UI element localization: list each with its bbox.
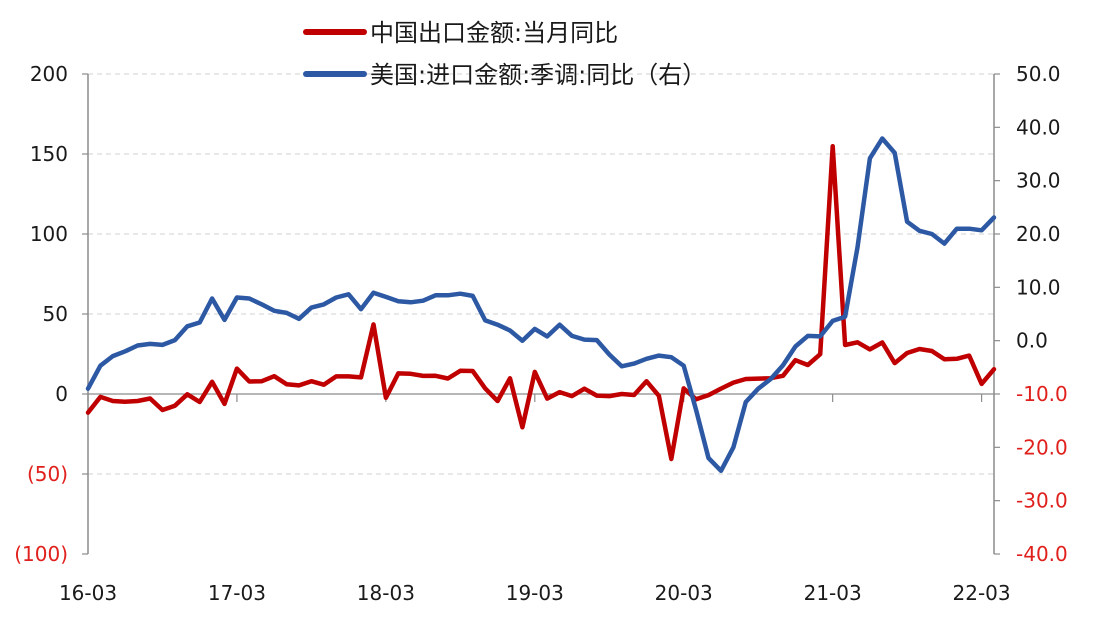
legend-label: 美国:进口金额:季调:同比（右） <box>370 61 706 89</box>
right-tick-label: -20.0 <box>1016 435 1068 459</box>
axes: 200 150 100 50 0 (50) (100) 50.0 40.0 30.0 20.0 10.… <box>14 62 1068 605</box>
x-tick-label: 19-03 <box>506 581 564 605</box>
series-line-us-imports <box>85 136 997 474</box>
right-tick-label: 50.0 <box>1016 62 1061 86</box>
left-tick-label: 150 <box>30 142 68 166</box>
left-tick-label: 0 <box>55 382 68 406</box>
right-tick-label: 40.0 <box>1016 115 1061 139</box>
left-tick-label: 100 <box>30 222 68 246</box>
x-tick-label: 16-03 <box>59 581 117 605</box>
right-tick-label: -10.0 <box>1016 382 1068 406</box>
x-tick-label: 20-03 <box>655 581 713 605</box>
x-tick-label: 17-03 <box>208 581 266 605</box>
x-tick-label: 22-03 <box>953 581 1011 605</box>
series-line-china-exports <box>85 143 997 462</box>
left-tick-label: 200 <box>30 62 68 86</box>
left-tick-label: (50) <box>27 462 68 486</box>
legend-label: 中国出口金额:当月同比 <box>370 19 618 47</box>
right-tick-label: 20.0 <box>1016 222 1061 246</box>
right-tick-label: 30.0 <box>1016 169 1061 193</box>
right-tick-label: 10.0 <box>1016 275 1061 299</box>
right-tick-label: -40.0 <box>1016 542 1068 566</box>
x-tick-label: 21-03 <box>804 581 862 605</box>
x-tick-label: 18-03 <box>357 581 415 605</box>
left-tick-label: 50 <box>43 302 68 326</box>
series-lines <box>85 136 997 474</box>
right-tick-label: 0.0 <box>1016 329 1048 353</box>
left-tick-label: (100) <box>14 542 68 566</box>
gridlines <box>88 73 994 475</box>
right-tick-label: -30.0 <box>1016 489 1068 513</box>
